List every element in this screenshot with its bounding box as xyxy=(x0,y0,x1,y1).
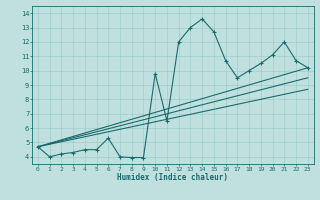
X-axis label: Humidex (Indice chaleur): Humidex (Indice chaleur) xyxy=(117,173,228,182)
